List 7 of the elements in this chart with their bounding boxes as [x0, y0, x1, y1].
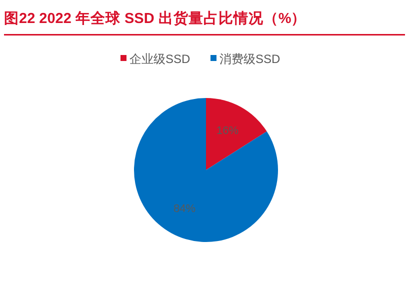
data-label: 84% — [173, 203, 196, 216]
data-label: 16% — [216, 124, 239, 137]
pie-slice — [206, 98, 267, 170]
chart-title: 图22 2022 年全球 SSD 出货量占比情况（%） — [4, 10, 306, 27]
legend-label: 消费级SSD — [220, 52, 281, 66]
legend-label: 企业级SSD — [130, 52, 191, 66]
pie-slice — [134, 98, 278, 242]
